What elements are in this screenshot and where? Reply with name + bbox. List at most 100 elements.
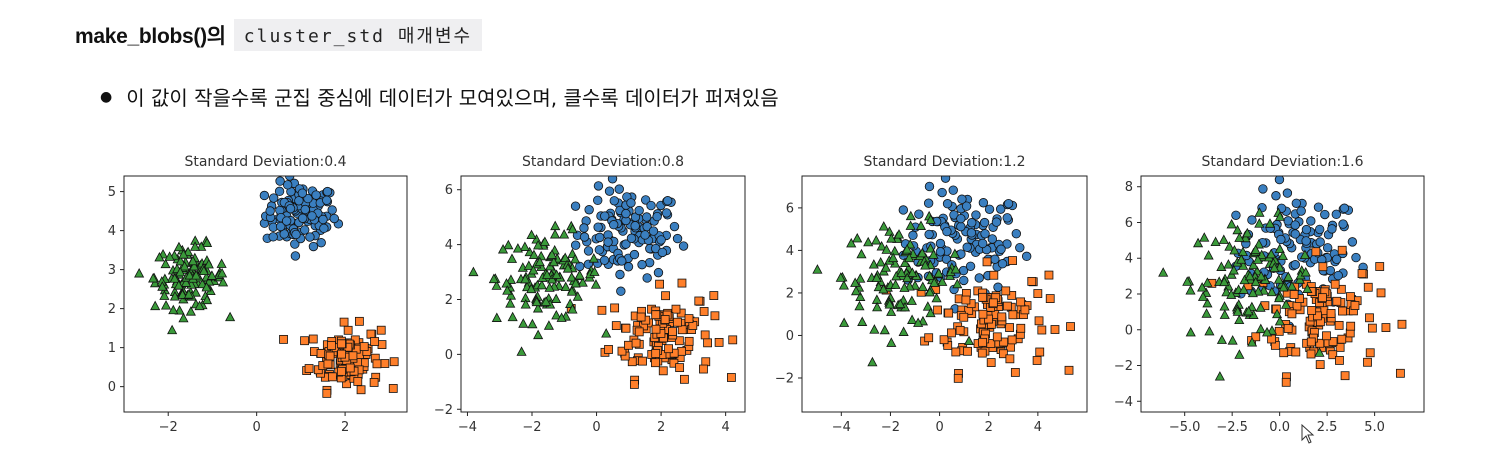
y-tick-label: 0 xyxy=(445,348,453,363)
x-tick-label: −2 xyxy=(522,420,541,435)
data-point-triangle xyxy=(526,229,537,240)
data-point-square xyxy=(1281,377,1291,387)
data-point-triangle xyxy=(1210,236,1221,246)
data-point-square xyxy=(684,336,694,346)
data-point-square xyxy=(336,366,346,376)
data-point-square xyxy=(1007,335,1017,345)
data-point-triangle xyxy=(497,244,509,254)
data-point-triangle xyxy=(852,232,863,243)
data-point-triangle xyxy=(543,320,554,330)
data-point-triangle xyxy=(503,239,514,250)
data-point-circle xyxy=(1301,236,1311,246)
data-point-triangle xyxy=(1266,248,1277,259)
data-point-triangle xyxy=(1185,326,1196,337)
data-point-square xyxy=(961,295,971,305)
data-point-triangle xyxy=(203,258,214,269)
x-tick-label: 0 xyxy=(592,420,600,435)
data-point-triangle xyxy=(185,306,196,316)
data-point-triangle xyxy=(871,294,882,304)
data-point-triangle xyxy=(850,277,861,287)
data-point-triangle xyxy=(863,236,874,247)
data-point-triangle xyxy=(1236,254,1247,264)
data-point-triangle xyxy=(928,249,939,259)
data-point-triangle xyxy=(1271,308,1283,319)
data-point-triangle xyxy=(589,266,600,276)
data-point-square xyxy=(1020,305,1030,315)
data-point-square xyxy=(1357,269,1367,279)
data-point-square xyxy=(1005,323,1014,332)
data-point-circle xyxy=(626,198,636,208)
data-point-triangle xyxy=(502,285,513,295)
data-point-square xyxy=(1340,371,1350,381)
data-point-square xyxy=(661,291,670,301)
data-point-circle xyxy=(640,230,650,240)
data-point-triangle xyxy=(933,268,944,278)
bullet-text: 이 값이 작을수록 군집 중심에 데이터가 모여있으며, 클수록 데이터가 퍼져… xyxy=(126,86,779,110)
data-point-circle xyxy=(971,210,981,220)
data-point-square xyxy=(1066,322,1075,331)
data-point-triangle xyxy=(548,256,559,267)
data-point-triangle xyxy=(175,266,186,277)
data-point-triangle xyxy=(539,236,550,246)
data-point-triangle xyxy=(884,226,895,236)
chart-points xyxy=(468,176,738,389)
data-point-square xyxy=(1365,313,1374,323)
data-point-square xyxy=(1267,334,1276,344)
data-point-triangle xyxy=(925,214,936,224)
data-point-circle xyxy=(1271,191,1281,201)
chart-points xyxy=(1158,176,1407,387)
data-point-circle xyxy=(1320,209,1330,220)
data-point-triangle xyxy=(175,255,186,266)
data-point-triangle xyxy=(1224,241,1235,251)
data-point-circle xyxy=(282,180,293,190)
data-point-triangle xyxy=(1238,284,1249,294)
data-point-square xyxy=(325,351,335,361)
data-point-triangle xyxy=(184,270,195,280)
data-point-square xyxy=(1064,365,1074,375)
chart-title: Standard Deviation:1.2 xyxy=(863,154,1025,170)
data-point-square xyxy=(664,344,673,354)
data-point-triangle xyxy=(937,276,948,286)
data-point-triangle xyxy=(949,248,960,258)
chart-panel-2: Standard Deviation:1.2 −4 −2 0 2 4 −2 0 2 4 6 xyxy=(775,154,1088,435)
data-point-square xyxy=(677,278,687,288)
data-point-triangle xyxy=(183,246,194,257)
data-point-triangle xyxy=(520,273,531,284)
data-point-triangle xyxy=(523,260,534,270)
data-point-triangle xyxy=(1234,349,1245,359)
data-point-triangle xyxy=(839,317,850,327)
data-point-square xyxy=(1318,293,1327,303)
data-point-square xyxy=(699,307,709,316)
data-point-triangle xyxy=(1314,347,1325,357)
data-point-triangle xyxy=(1273,274,1284,284)
y-tick-label: 6 xyxy=(445,183,453,198)
data-point-circle xyxy=(634,205,644,216)
data-point-triangle xyxy=(889,245,900,256)
data-point-triangle xyxy=(546,249,558,259)
data-point-square xyxy=(677,346,686,356)
chart-points xyxy=(812,176,1075,383)
y-tick-label: −2 xyxy=(1114,359,1133,374)
data-point-triangle xyxy=(850,285,862,296)
data-point-triangle xyxy=(567,304,578,314)
data-point-square xyxy=(1346,321,1356,331)
data-point-square xyxy=(327,372,337,382)
data-point-square xyxy=(1001,286,1011,296)
data-point-circle xyxy=(948,185,958,195)
data-point-square xyxy=(951,347,961,357)
data-point-square xyxy=(1363,282,1373,292)
data-point-square xyxy=(1332,296,1342,306)
data-point-triangle xyxy=(913,317,924,327)
data-point-triangle xyxy=(893,229,905,239)
data-point-circle xyxy=(984,204,995,214)
data-point-triangle xyxy=(174,305,185,315)
data-point-triangle xyxy=(134,268,145,278)
data-point-circle xyxy=(908,230,918,241)
data-point-triangle xyxy=(588,253,599,263)
data-point-square xyxy=(1381,323,1391,332)
data-point-square xyxy=(674,336,684,346)
data-point-circle xyxy=(593,222,603,232)
data-point-triangle xyxy=(886,337,897,347)
data-point-circle xyxy=(1313,202,1324,212)
data-point-circle xyxy=(285,203,296,214)
